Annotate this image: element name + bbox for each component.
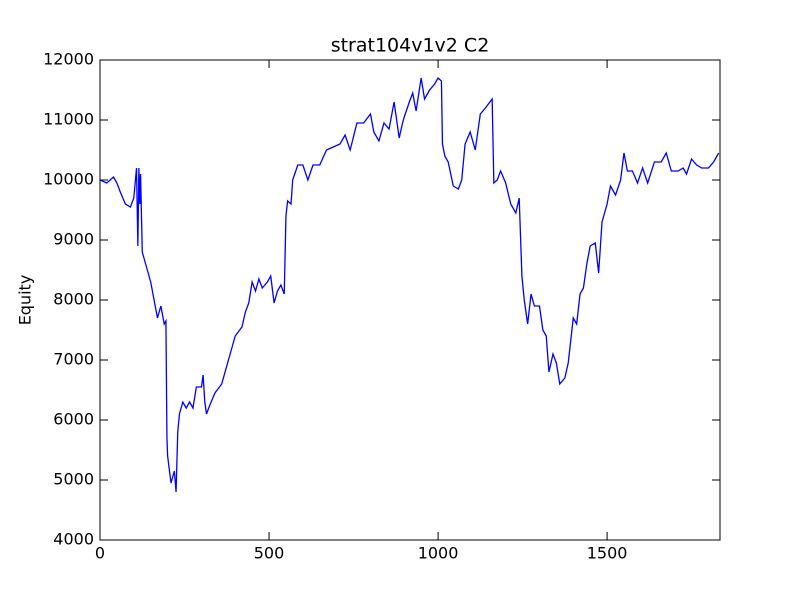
y-tick-label: 11000 <box>43 110 94 129</box>
y-tick-label: 8000 <box>53 290 94 309</box>
y-tick-label: 4000 <box>53 530 94 549</box>
y-tick-label: 9000 <box>53 230 94 249</box>
y-tick-label: 12000 <box>43 50 94 69</box>
x-tick-label: 500 <box>254 544 285 563</box>
chart-title: strat104v1v2 C2 <box>331 35 490 57</box>
y-tick-label: 10000 <box>43 170 94 189</box>
y-axis-label: Equity <box>16 275 35 326</box>
x-tick-label: 0 <box>95 544 105 563</box>
y-tick-label: 6000 <box>53 410 94 429</box>
x-tick-label: 1000 <box>418 544 459 563</box>
line-series <box>99 76 720 493</box>
y-tick-label: 5000 <box>53 470 94 489</box>
y-tick-label: 7000 <box>53 350 94 369</box>
x-tick-label: 1500 <box>587 544 628 563</box>
plot-frame <box>99 59 721 541</box>
